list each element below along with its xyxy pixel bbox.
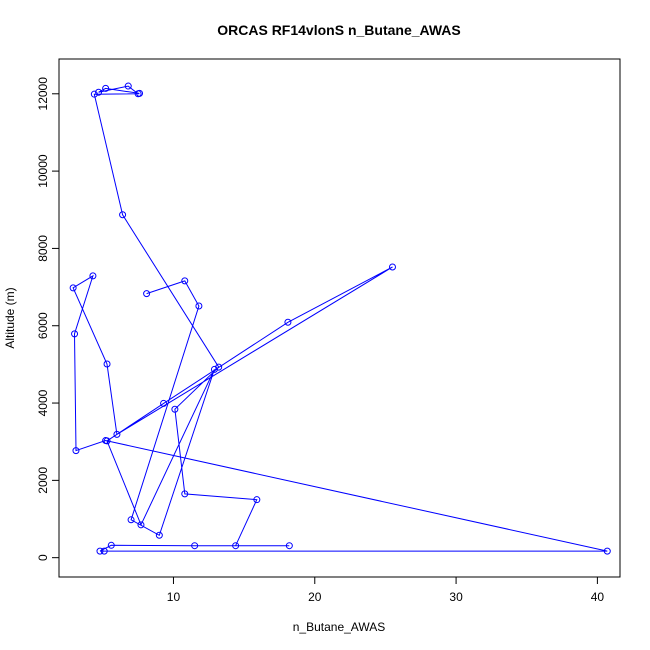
x-tick-label: 30 bbox=[449, 590, 463, 604]
data-point bbox=[127, 516, 135, 524]
data-point bbox=[90, 90, 98, 98]
data-point bbox=[191, 542, 199, 550]
data-point bbox=[155, 531, 163, 539]
data-point bbox=[103, 360, 111, 368]
data-point bbox=[89, 272, 97, 280]
x-axis-label: n_Butane_AWAS bbox=[293, 620, 386, 634]
x-tick-label: 40 bbox=[591, 590, 605, 604]
y-tick-label: 4000 bbox=[36, 389, 50, 416]
data-point bbox=[253, 496, 261, 504]
x-tick-label: 10 bbox=[167, 590, 181, 604]
data-point bbox=[124, 82, 132, 90]
data-point bbox=[100, 547, 108, 555]
data-point bbox=[160, 399, 168, 407]
data-point bbox=[103, 437, 111, 445]
y-tick-label: 12000 bbox=[36, 77, 50, 111]
data-point bbox=[134, 90, 142, 98]
plot-frame bbox=[58, 58, 621, 578]
x-axis: 10 20 30 40 bbox=[167, 576, 605, 604]
data-point bbox=[181, 490, 189, 498]
y-tick-label: 2000 bbox=[36, 467, 50, 494]
data-point bbox=[210, 365, 218, 373]
data-point bbox=[137, 521, 145, 529]
y-tick-label: 8000 bbox=[36, 235, 50, 262]
data-point bbox=[232, 542, 240, 550]
data-point bbox=[284, 318, 292, 326]
data-point bbox=[171, 405, 179, 413]
data-point bbox=[119, 211, 127, 219]
data-point bbox=[388, 263, 396, 271]
data-point bbox=[107, 541, 115, 549]
y-axis: 0 2000 4000 6000 8000 10000 12000 bbox=[36, 77, 60, 561]
chart-title: ORCAS RF14vlonS n_Butane_AWAS bbox=[217, 22, 461, 38]
series-line bbox=[72, 85, 608, 552]
data-point bbox=[285, 542, 293, 550]
y-tick-label: 10000 bbox=[36, 154, 50, 188]
data-point bbox=[71, 330, 79, 338]
data-point bbox=[72, 447, 80, 455]
y-axis-label: Altitude (m) bbox=[3, 287, 17, 348]
data-point bbox=[95, 88, 103, 96]
data-point bbox=[603, 547, 611, 555]
data-point bbox=[113, 430, 121, 438]
data-point bbox=[181, 277, 189, 285]
x-tick-label: 20 bbox=[308, 590, 322, 604]
y-tick-label: 6000 bbox=[36, 312, 50, 339]
y-tick-label: 0 bbox=[36, 554, 50, 561]
data-point bbox=[69, 284, 77, 292]
data-point bbox=[195, 302, 203, 310]
data-point bbox=[102, 84, 110, 92]
data-point bbox=[96, 547, 104, 555]
data-point bbox=[143, 290, 151, 298]
plot-area bbox=[69, 82, 611, 555]
